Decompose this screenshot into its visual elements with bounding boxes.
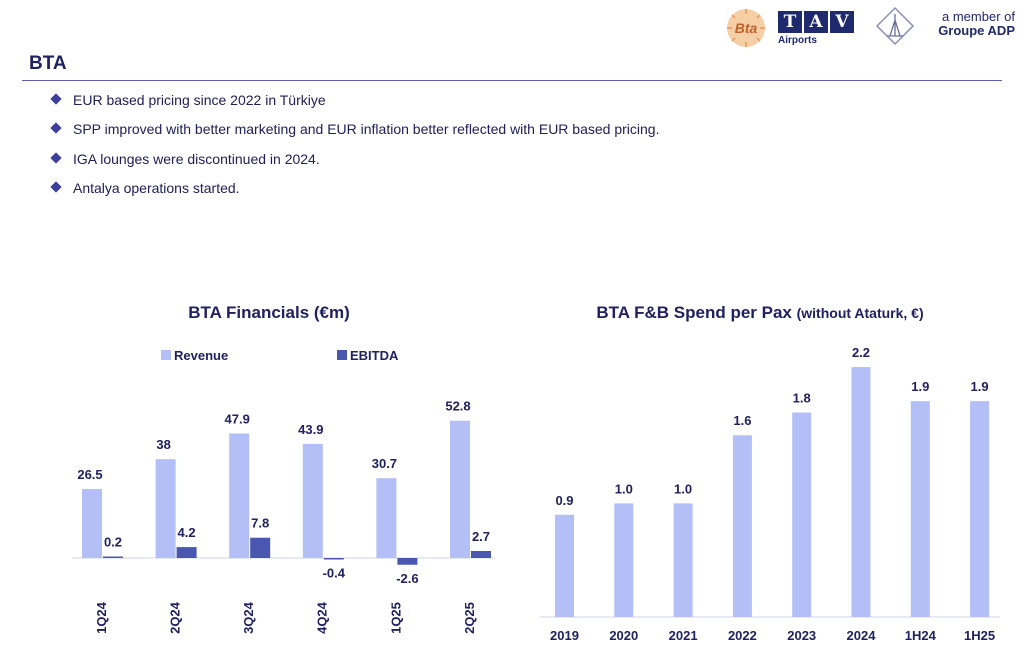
x-tick-label: 2Q25: [462, 602, 477, 634]
fnb-bar: [673, 503, 693, 617]
tav-letter: V: [830, 11, 854, 33]
ebitda-bar: [471, 550, 491, 558]
ebitda-value-label: 0.2: [104, 535, 122, 550]
bullet-list: EUR based pricing since 2022 in Türkiye …: [48, 90, 659, 207]
fnb-value-label: 2.2: [852, 345, 870, 360]
ebitda-value-label: -0.4: [323, 566, 346, 581]
bullet-item: EUR based pricing since 2022 in Türkiye: [48, 90, 659, 119]
x-tick-label: 1H24: [905, 628, 937, 643]
fnb-bar: [792, 412, 812, 617]
ebitda-value-label: -2.6: [396, 571, 418, 586]
x-tick-label: 2Q24: [168, 601, 183, 634]
chart-title: BTA Financials (€m): [188, 303, 350, 322]
legend-swatch-ebitda: [337, 350, 347, 360]
fnb-value-label: 1.9: [911, 379, 929, 394]
revenue-value-label: 38: [156, 437, 170, 452]
fnb-bar: [614, 503, 634, 617]
fnb-bar: [851, 367, 871, 617]
member-line-1: a member of: [942, 9, 1015, 24]
revenue-bar: [302, 443, 323, 558]
revenue-bar: [155, 459, 176, 558]
tav-logo-subtitle: Airports: [778, 35, 817, 46]
x-tick-label: 3Q24: [241, 601, 256, 634]
revenue-bar: [376, 478, 397, 558]
x-tick-label: 2020: [609, 628, 638, 643]
revenue-value-label: 43.9: [298, 422, 323, 437]
x-tick-label: 2021: [669, 628, 698, 643]
fnb-value-label: 1.9: [971, 379, 989, 394]
ebitda-bar: [176, 547, 197, 558]
bullet-text: SPP improved with better marketing and E…: [73, 121, 660, 138]
legend-label-revenue: Revenue: [174, 348, 228, 363]
bullet-text: EUR based pricing since 2022 in Türkiye: [73, 92, 326, 108]
revenue-bar: [82, 489, 102, 558]
tav-letter: A: [804, 11, 828, 33]
ebitda-value-label: 4.2: [178, 525, 196, 540]
member-line-2: Groupe ADP: [938, 23, 1015, 38]
revenue-bar: [450, 420, 470, 558]
legend-label-ebitda: EBITDA: [350, 348, 399, 363]
ebitda-bar: [397, 558, 418, 565]
x-tick-label: 2023: [787, 628, 816, 643]
x-tick-label: 1Q24: [94, 601, 109, 634]
revenue-value-label: 47.9: [225, 411, 250, 426]
title-divider: [22, 80, 1002, 81]
x-tick-label: 1H25: [964, 628, 995, 643]
chart-title: BTA F&B Spend per Pax (without Ataturk, …: [596, 303, 923, 322]
bullet-text: IGA lounges were discontinued in 2024.: [73, 150, 320, 167]
x-tick-label: 2022: [728, 628, 757, 643]
ebitda-bar: [323, 558, 344, 560]
revenue-value-label: 26.5: [77, 467, 102, 482]
revenue-bar: [229, 433, 250, 558]
x-tick-label: 2019: [550, 628, 579, 643]
tav-airports-logo: T A V Airports: [778, 11, 858, 49]
fnb-value-label: 1.0: [615, 481, 633, 496]
x-tick-label: 4Q24: [315, 601, 330, 634]
fnb-bar: [970, 401, 990, 617]
fnb-value-label: 0.9: [555, 493, 573, 508]
fnb-value-label: 1.8: [793, 391, 811, 406]
ebitda-bar: [250, 537, 271, 558]
fnb-value-label: 1.6: [733, 413, 751, 428]
legend-swatch-revenue: [161, 350, 171, 360]
bullet-item: SPP improved with better marketing and E…: [48, 119, 659, 148]
fnb-bar: [910, 401, 930, 617]
tav-letter: T: [778, 11, 802, 33]
bullet-text: Antalya operations started.: [73, 179, 240, 196]
groupe-adp-logo: [875, 6, 915, 46]
fnb-value-label: 1.0: [674, 481, 692, 496]
bullet-item: Antalya operations started.: [48, 178, 659, 207]
revenue-value-label: 30.7: [372, 456, 397, 471]
page-title: BTA: [29, 53, 67, 74]
fnb-bar: [555, 514, 574, 617]
x-tick-label: 2024: [847, 628, 877, 643]
bta-logo: Bta: [727, 9, 765, 47]
bullet-item: IGA lounges were discontinued in 2024.: [48, 149, 659, 178]
ebitda-bar: [103, 556, 123, 558]
member-of-groupe-adp: a member of Groupe ADP: [938, 10, 1015, 38]
bta-logo-text: Bta: [735, 20, 758, 36]
ebitda-value-label: 7.8: [251, 516, 269, 531]
revenue-value-label: 52.8: [445, 399, 470, 414]
ebitda-value-label: 2.7: [472, 529, 490, 544]
x-tick-label: 1Q25: [388, 602, 403, 634]
fnb-bar: [732, 435, 752, 617]
